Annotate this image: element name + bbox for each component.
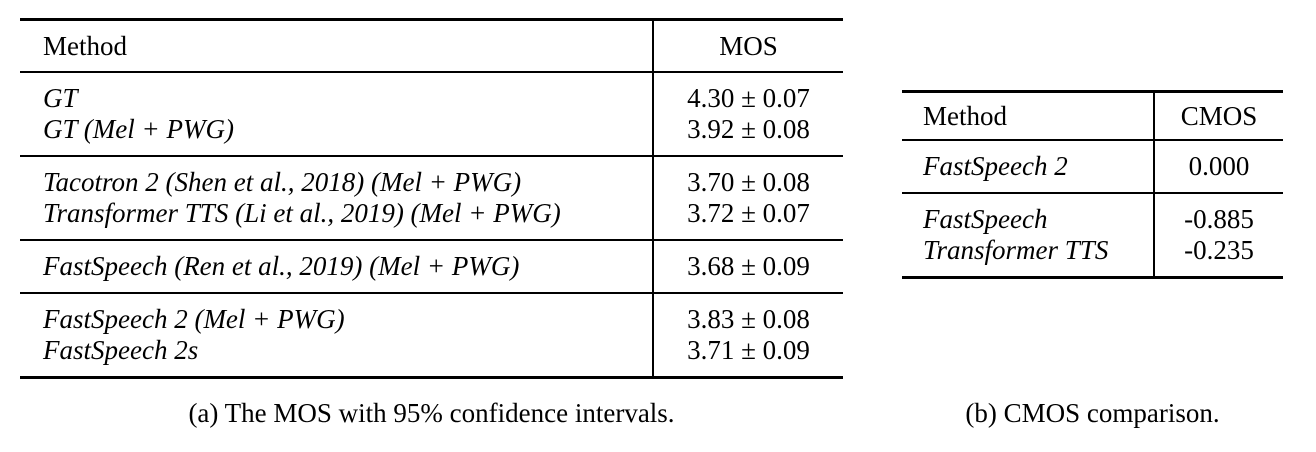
mos-value-cell: 3.71 ± 0.09 bbox=[687, 335, 810, 365]
mos-value-cell: 3.92 ± 0.08 bbox=[687, 114, 810, 144]
method-cell: Transformer TTS bbox=[923, 235, 1109, 265]
table-group-fastspeech2-baseline: FastSpeech 2 0.000 bbox=[902, 141, 1283, 192]
method-cell: Transformer TTS (Li et al., 2019) (Mel +… bbox=[43, 198, 561, 228]
bottom-rule bbox=[20, 376, 843, 379]
method-cell: FastSpeech bbox=[923, 204, 1048, 234]
table-group-comparisons: FastSpeech Transformer TTS -0.885 -0.235 bbox=[902, 194, 1283, 276]
mos-value-column: 3.68 ± 0.09 bbox=[652, 241, 843, 292]
method-cell: GT bbox=[43, 83, 78, 113]
table-group-gt: GT GT (Mel + PWG) 4.30 ± 0.07 3.92 ± 0.0… bbox=[20, 73, 843, 155]
method-cell: Tacotron 2 (Shen et al., 2018) (Mel + PW… bbox=[43, 167, 522, 197]
table-group-fastspeech2: FastSpeech 2 (Mel + PWG) FastSpeech 2s 3… bbox=[20, 294, 843, 376]
method-column: FastSpeech Transformer TTS bbox=[902, 194, 1153, 276]
method-cell: FastSpeech 2s bbox=[43, 335, 199, 365]
cmos-value-column: -0.885 -0.235 bbox=[1153, 194, 1283, 276]
cmos-header-cell: CMOS bbox=[1153, 93, 1283, 139]
mos-value-cell: 3.72 ± 0.07 bbox=[687, 198, 810, 228]
cmos-table-header-row: Method CMOS bbox=[902, 93, 1283, 139]
cmos-value-column: 0.000 bbox=[1153, 141, 1283, 192]
method-cell: FastSpeech 2 bbox=[923, 151, 1068, 181]
group-rule bbox=[902, 192, 1283, 194]
mos-value-cell: 3.68 ± 0.09 bbox=[687, 251, 810, 281]
mos-table-header-row: Method MOS bbox=[20, 21, 843, 71]
method-cell: GT (Mel + PWG) bbox=[43, 114, 234, 144]
method-column: GT GT (Mel + PWG) bbox=[20, 73, 652, 155]
cmos-value-cell: 0.000 bbox=[1188, 151, 1250, 181]
method-column: FastSpeech 2 bbox=[902, 141, 1153, 192]
cmos-table: Method CMOS FastSpeech 2 0.000 FastSpeec… bbox=[902, 90, 1283, 279]
method-cell: FastSpeech (Ren et al., 2019) (Mel + PWG… bbox=[43, 251, 520, 281]
mos-table: Method MOS GT GT (Mel + PWG) 4.30 ± 0.07… bbox=[20, 18, 843, 379]
top-rule bbox=[902, 90, 1283, 93]
header-rule bbox=[20, 71, 843, 73]
header-rule bbox=[902, 139, 1283, 141]
group-rule bbox=[20, 239, 843, 241]
table-group-autoregressive: Tacotron 2 (Shen et al., 2018) (Mel + PW… bbox=[20, 157, 843, 239]
mos-value-column: 3.83 ± 0.08 3.71 ± 0.09 bbox=[652, 294, 843, 376]
method-header-cell: Method bbox=[923, 100, 1007, 131]
method-column: FastSpeech (Ren et al., 2019) (Mel + PWG… bbox=[20, 241, 652, 292]
cmos-value-cell: -0.885 bbox=[1184, 204, 1254, 234]
mos-header-cell: MOS bbox=[652, 21, 843, 71]
mos-value-cell: 4.30 ± 0.07 bbox=[687, 83, 810, 113]
method-cell: FastSpeech 2 (Mel + PWG) bbox=[43, 304, 345, 334]
cmos-value-cell: -0.235 bbox=[1184, 235, 1254, 265]
method-header-cell: Method bbox=[43, 30, 127, 61]
group-rule bbox=[20, 292, 843, 294]
mos-value-column: 4.30 ± 0.07 3.92 ± 0.08 bbox=[652, 73, 843, 155]
top-rule bbox=[20, 18, 843, 21]
method-column: Tacotron 2 (Shen et al., 2018) (Mel + PW… bbox=[20, 157, 652, 239]
mos-value-cell: 3.70 ± 0.08 bbox=[687, 167, 810, 197]
mos-value-cell: 3.83 ± 0.08 bbox=[687, 304, 810, 334]
method-column: FastSpeech 2 (Mel + PWG) FastSpeech 2s bbox=[20, 294, 652, 376]
group-rule bbox=[20, 155, 843, 157]
table-group-fastspeech: FastSpeech (Ren et al., 2019) (Mel + PWG… bbox=[20, 241, 843, 292]
caption-b: (b) CMOS comparison. bbox=[965, 398, 1220, 428]
bottom-rule bbox=[902, 276, 1283, 279]
caption-a: (a) The MOS with 95% confidence interval… bbox=[188, 398, 675, 428]
mos-value-column: 3.70 ± 0.08 3.72 ± 0.07 bbox=[652, 157, 843, 239]
